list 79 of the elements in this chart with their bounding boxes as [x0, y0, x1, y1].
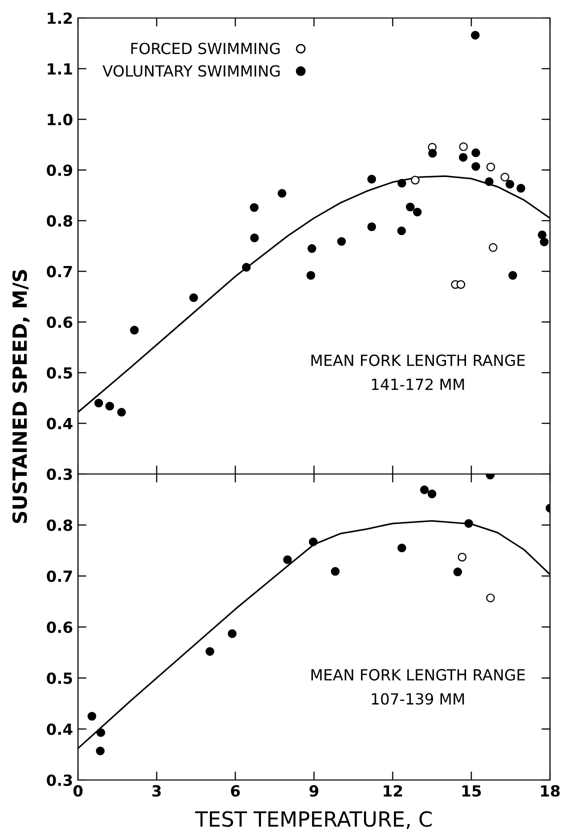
y-tick-label: 0.5 — [46, 367, 72, 379]
point — [105, 402, 114, 410]
y-tick-label: 0.4 — [46, 418, 72, 430]
point — [420, 485, 429, 494]
point — [516, 184, 526, 193]
point — [412, 208, 422, 216]
point — [367, 174, 376, 184]
point — [397, 178, 406, 188]
point — [228, 629, 237, 638]
y-tick-label: 0.7 — [46, 570, 72, 582]
point — [306, 271, 316, 280]
point — [471, 162, 480, 171]
x-tick-label: 18 — [541, 785, 560, 797]
point — [367, 222, 376, 232]
y-tick-label: 0.4 — [46, 723, 72, 736]
point — [459, 142, 468, 152]
y-axis-title: SUSTAINED SPEED, M/S — [12, 270, 30, 524]
point — [337, 237, 346, 246]
y-tick-label: 0.7 — [46, 266, 72, 278]
annotation: MEAN FORK LENGTH RANGE 141-172 MM — [311, 354, 525, 390]
point — [486, 162, 496, 172]
point — [189, 293, 198, 302]
point — [471, 148, 480, 158]
point — [250, 234, 259, 242]
point — [397, 226, 406, 236]
point — [428, 148, 437, 158]
x-tick-label: 6 — [230, 785, 240, 797]
point — [458, 152, 468, 162]
point — [94, 398, 104, 408]
point — [278, 188, 286, 198]
point — [410, 176, 420, 184]
point — [406, 202, 415, 212]
point — [428, 490, 436, 498]
point — [250, 203, 259, 212]
y-tick-label: 0.6 — [46, 621, 72, 634]
point — [206, 647, 214, 656]
point — [538, 230, 546, 240]
y-tick-label: 0.8 — [46, 215, 72, 227]
point — [484, 177, 494, 186]
x-tick-label: 3 — [152, 785, 161, 797]
point — [308, 537, 318, 546]
legend-label: VOLUNTARY SWIMMING — [102, 65, 280, 77]
y-tick-label: 0.8 — [46, 519, 72, 532]
point — [506, 180, 514, 189]
point — [470, 30, 480, 40]
annotation: MEAN FORK LENGTH RANGE 107-139 MM — [311, 669, 525, 705]
x-tick-label: 15 — [462, 785, 481, 797]
point — [486, 594, 495, 602]
point — [308, 244, 316, 253]
point — [458, 552, 467, 562]
point — [330, 567, 340, 576]
y-tick-label: 0.9 — [46, 164, 72, 176]
y-tick-label: 0.3 — [46, 468, 72, 480]
x-tick-label: 12 — [384, 785, 402, 796]
point — [88, 712, 96, 721]
point — [540, 238, 549, 246]
x-tick-label: 9 — [309, 785, 318, 797]
point — [488, 243, 498, 252]
y-tick-label: 0.3 — [46, 774, 72, 786]
point — [96, 746, 105, 756]
point — [508, 271, 518, 280]
y-tick-label: 0.6 — [46, 316, 72, 328]
point — [130, 326, 139, 334]
y-tick-label: 1.1 — [48, 63, 72, 74]
point — [117, 408, 126, 417]
y-tick-label: 0.5 — [46, 672, 72, 684]
point — [96, 728, 106, 737]
y-tick-label: 1.2 — [48, 12, 72, 24]
legend-label: FORCED SWIMMING — [131, 42, 280, 54]
point — [456, 280, 466, 289]
point — [242, 262, 251, 272]
x-axis-title: TEST TEMPERATURE, C — [195, 811, 432, 830]
point — [397, 544, 406, 552]
x-tick-label: 0 — [73, 785, 83, 797]
point — [464, 519, 474, 528]
point — [500, 172, 510, 182]
point — [453, 568, 462, 576]
point — [283, 555, 292, 564]
y-tick-label: 1.0 — [48, 114, 72, 126]
